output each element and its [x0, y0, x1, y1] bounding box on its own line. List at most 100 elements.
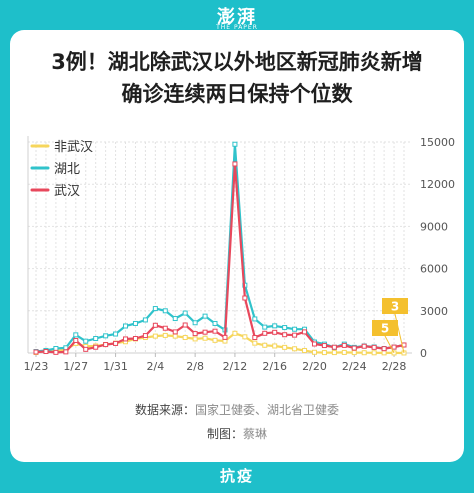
data-point — [113, 340, 119, 346]
chart-credit-label: 制图： — [206, 427, 243, 441]
data-point — [341, 342, 347, 348]
y-tick-label: 9000 — [420, 220, 448, 233]
data-point — [252, 316, 258, 322]
data-point — [302, 329, 308, 335]
brand-logo: 澎湃 — [217, 7, 257, 28]
y-tick-label: 0 — [420, 347, 427, 360]
data-point — [321, 350, 327, 356]
legend-label: 非武汉 — [54, 140, 93, 155]
data-point — [152, 306, 158, 312]
data-point — [252, 335, 258, 341]
data-point — [361, 350, 367, 356]
data-point — [142, 317, 148, 323]
callout-box — [382, 298, 408, 314]
data-point — [152, 322, 158, 328]
line-chart: 0 3000 6000 9000 12000 15000 1/23 1/27 1/31 2/4 2/… — [24, 136, 455, 373]
data-point — [262, 324, 268, 330]
data-point — [63, 349, 69, 355]
series-line-2 — [35, 162, 405, 354]
data-point — [282, 344, 288, 350]
data-point — [43, 349, 49, 355]
topic-tag: 抗疫 — [219, 467, 254, 485]
data-point — [83, 346, 89, 352]
data-point — [73, 332, 79, 338]
callout-label: 3 — [391, 300, 399, 314]
chart-card: 3例！湖北除武汉以外地区新冠肺炎新增 确诊连续两日保持个位数 0 3000 6000… — [10, 30, 464, 462]
data-point — [302, 347, 308, 353]
x-tick-label: 2/12 — [223, 360, 248, 373]
callout-box — [372, 320, 398, 336]
data-point — [232, 141, 238, 147]
data-point — [172, 329, 178, 335]
data-point — [53, 349, 59, 355]
legend-label: 湖北 — [54, 162, 80, 177]
data-source-label: 数据来源： — [134, 403, 195, 417]
data-point — [381, 350, 387, 356]
data-point — [232, 330, 238, 336]
data-point — [123, 323, 129, 329]
data-point — [132, 336, 138, 342]
legend-label: 武汉 — [54, 184, 80, 199]
data-point — [371, 350, 377, 356]
data-point — [282, 325, 288, 331]
data-point — [93, 336, 99, 342]
data-point — [222, 334, 228, 340]
data-point — [272, 329, 278, 335]
data-point — [311, 349, 317, 355]
data-point — [152, 333, 158, 339]
x-tick-label: 2/24 — [342, 360, 367, 373]
data-point — [162, 332, 168, 338]
series-line-0 — [35, 332, 405, 355]
data-point — [212, 337, 218, 343]
data-point — [341, 349, 347, 355]
data-point — [381, 346, 387, 352]
data-point — [371, 344, 377, 350]
data-point — [391, 344, 397, 350]
data-point — [292, 346, 298, 352]
chart-title-line1: 3例！湖北除武汉以外地区新冠肺炎新增 — [51, 50, 423, 74]
data-point — [272, 323, 278, 329]
y-tick-label: 6000 — [420, 263, 448, 276]
data-point — [182, 310, 188, 316]
data-point — [252, 340, 258, 346]
data-point — [331, 344, 337, 350]
data-point — [73, 337, 79, 343]
data-point — [292, 326, 298, 332]
data-point — [192, 331, 198, 337]
data-point — [132, 320, 138, 326]
data-point — [162, 325, 168, 331]
data-point — [351, 350, 357, 356]
data-point — [292, 332, 298, 338]
data-point — [83, 338, 89, 344]
data-source-value: 国家卫健委、湖北省卫健委 — [195, 403, 340, 417]
x-tick-label: 2/16 — [262, 360, 287, 373]
data-point — [33, 349, 39, 355]
chart-title: 3例！湖北除武汉以外地区新冠肺炎新增 确诊连续两日保持个位数 — [10, 46, 464, 110]
x-tick-label: 1/23 — [24, 360, 49, 373]
chart-credit: 制图：蔡琳 — [10, 425, 464, 442]
data-point — [272, 343, 278, 349]
data-point — [172, 316, 178, 322]
data-point — [113, 331, 119, 337]
x-tick-label: 1/31 — [103, 360, 128, 373]
chart-title-line2: 确诊连续两日保持个位数 — [121, 82, 353, 106]
x-tick-label: 2/8 — [186, 360, 204, 373]
data-point — [262, 330, 268, 336]
brand-subtitle: THE PAPER — [216, 24, 258, 31]
data-point — [262, 342, 268, 348]
data-point — [202, 335, 208, 341]
data-point — [162, 308, 168, 314]
data-point — [123, 336, 129, 342]
data-point — [242, 334, 248, 340]
x-tick-label: 1/27 — [63, 360, 88, 373]
y-tick-label: 15000 — [420, 136, 455, 149]
data-point — [202, 313, 208, 319]
x-tick-label: 2/4 — [146, 360, 164, 373]
data-point — [212, 320, 218, 326]
brand-header: 澎湃 THE PAPER — [181, 0, 293, 34]
data-point — [361, 343, 367, 349]
data-point — [282, 332, 288, 338]
data-point — [242, 295, 248, 301]
series-line-1 — [35, 143, 405, 353]
